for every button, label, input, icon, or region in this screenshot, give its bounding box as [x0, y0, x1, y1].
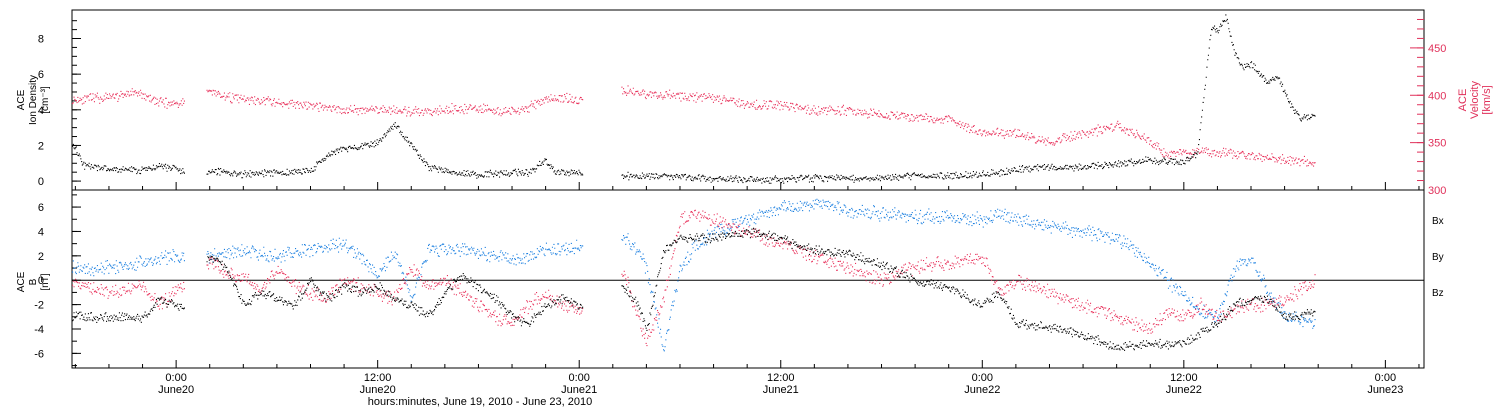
top-left-ylabel: ACE Ion Density [cm⁻³]: [16, 75, 51, 125]
x-tick-date: June21: [763, 384, 799, 396]
x-tick-time: 0:00: [568, 372, 589, 384]
top-left-tick-label: 0: [38, 176, 44, 188]
x-tick-time: 0:00: [1375, 372, 1396, 384]
x-tick-date: June20: [158, 384, 194, 396]
bx-series-points: [72, 227, 1316, 351]
top-right-tick-label: 350: [1428, 138, 1446, 150]
bottom-ylabel-line: B: [28, 278, 39, 285]
bx-series: [72, 227, 1316, 351]
x-tick-date: June22: [1166, 384, 1202, 396]
x-tick-date: June21: [561, 384, 597, 396]
x-tick-date: June20: [360, 384, 396, 396]
bottom-tick-label: -2: [34, 300, 44, 312]
top-left-ylabel-line: [cm⁻³]: [40, 86, 51, 114]
top-right-tick-label: 400: [1428, 90, 1446, 102]
top-right-tick-label: 300: [1428, 185, 1446, 197]
bottom-ylabel-line: ACE: [16, 271, 27, 292]
top-right-ylabel-line: ACE: [1457, 89, 1469, 112]
bz-series-points: [72, 209, 1316, 347]
x-axis: 0:00June2012:00June200:00June2112:00June…: [74, 182, 1420, 396]
bottom-frame: [71, 189, 1425, 369]
bottom-tick-label: 2: [38, 251, 44, 263]
bottom-tick-label: -4: [34, 324, 44, 336]
top-right-tick-label: 450: [1428, 43, 1446, 55]
bottom-tick-label: -6: [34, 348, 44, 360]
bottom-tick-label: 4: [38, 226, 44, 238]
x-tick-date: June23: [1367, 384, 1403, 396]
bottom-ylabel-line: [nT]: [40, 273, 51, 290]
top-left-tick-label: 4: [38, 105, 44, 117]
x-tick-time: 12:00: [1170, 372, 1198, 384]
top-frame: [71, 9, 1425, 191]
top-data: [72, 14, 1316, 184]
top-left-ylabel-line: ACE: [16, 89, 27, 110]
bottom-tick-label: 6: [38, 202, 44, 214]
x-axis-label: hours:minutes, June 19, 2010 - June 23, …: [368, 396, 592, 408]
x-tick-time: 0:00: [165, 372, 186, 384]
top-left-tick-label: 8: [38, 34, 44, 46]
by-series-points: [72, 198, 1316, 352]
x-tick-time: 12:00: [364, 372, 392, 384]
by-series: [72, 198, 1316, 352]
bottom-panel: -6 -4 -2 0 2 4 6 ACE B [nT] Bx By Bz: [16, 189, 1444, 369]
top-left-tick-label: 6: [38, 69, 44, 81]
velocity-series-points: [72, 85, 1316, 167]
bottom-data: [72, 198, 1316, 352]
bz-series: [72, 209, 1316, 347]
top-right-ylabel: ACE Velocity [km/s]: [1457, 81, 1493, 119]
bottom-tick-label: 0: [38, 275, 44, 287]
top-right-ylabel-line: [km/s]: [1481, 85, 1493, 114]
x-tick-time: 12:00: [767, 372, 795, 384]
x-tick-time: 0:00: [972, 372, 993, 384]
bottom-ylabel: ACE B [nT]: [16, 271, 51, 292]
velocity-series: [72, 85, 1316, 167]
x-tick-date: June22: [964, 384, 1000, 396]
top-right-ylabel-line: Velocity: [1469, 81, 1481, 119]
legend-Bz: Bz: [1432, 288, 1444, 299]
legend-By: By: [1432, 252, 1444, 263]
legend-Bx: Bx: [1432, 216, 1444, 227]
top-left-tick-label: 2: [38, 140, 44, 152]
top-left-ylabel-line: Ion Density: [28, 75, 39, 125]
